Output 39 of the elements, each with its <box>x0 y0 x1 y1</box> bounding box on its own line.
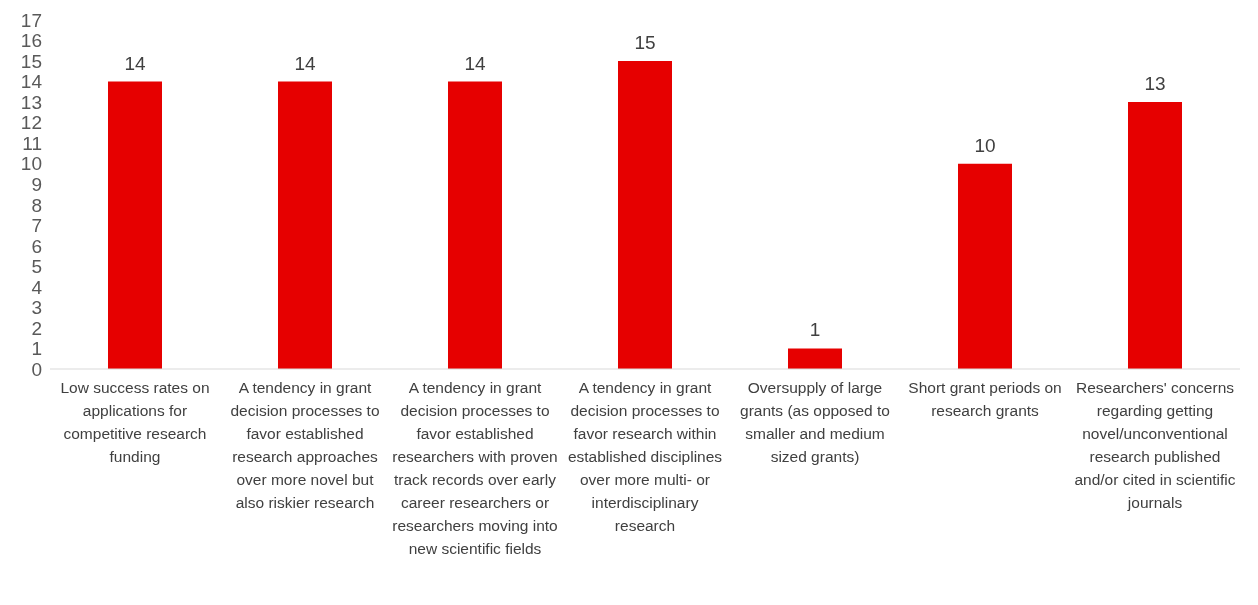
y-tick-label: 7 <box>31 215 42 237</box>
bar <box>618 61 672 369</box>
y-tick-label: 3 <box>31 297 42 319</box>
x-tick-label: A tendency in grant decision processes to favor research within established disciplines over more multi- or interdisciplinary research <box>567 379 723 534</box>
y-tick-label: 2 <box>31 317 42 339</box>
x-tick-label: Short grant periods on research grants <box>908 379 1062 419</box>
bar <box>448 81 502 369</box>
data-label: 14 <box>124 52 146 74</box>
y-tick-label: 6 <box>31 235 42 257</box>
data-label: 14 <box>294 52 316 74</box>
data-label: 1 <box>809 319 821 341</box>
y-tick-label: 15 <box>20 50 42 72</box>
data-label: 14 <box>464 52 486 74</box>
bar <box>108 81 162 369</box>
y-tick-label: 16 <box>20 30 42 52</box>
y-tick-label: 17 <box>20 9 42 31</box>
data-label: 10 <box>974 134 996 156</box>
y-tick-label: 9 <box>31 173 42 195</box>
x-tick-label: A tendency in grant decision processes to favor established research approaches over more novel but also riskier research <box>230 379 380 511</box>
y-tick-label: 14 <box>20 71 43 93</box>
x-tick-label: Low success rates on applications for competitive research funding <box>60 379 210 465</box>
y-tick-label: 8 <box>31 194 42 216</box>
x-tick-label: Researchers' concerns regarding getting novel/unconventional research published and/or cited in scientific journals <box>1074 379 1236 511</box>
y-tick-label: 13 <box>20 91 42 113</box>
bar <box>1128 102 1182 369</box>
data-label: 13 <box>1144 73 1166 95</box>
x-tick-label: A tendency in grant decision processes to favor established researchers with proven track records over early career researchers or researchers moving into new scientific fields <box>392 379 558 557</box>
bar <box>278 81 332 369</box>
y-tick-label: 5 <box>31 256 42 278</box>
x-tick-label: Oversupply of large grants (as opposed to smaller and medium sized grants) <box>740 379 890 465</box>
y-tick-label: 12 <box>20 112 42 134</box>
y-tick-label: 10 <box>20 153 42 175</box>
y-tick-label: 4 <box>31 276 43 298</box>
data-label: 15 <box>634 32 656 54</box>
y-tick-label: 11 <box>22 132 42 154</box>
y-tick-label: 1 <box>31 338 42 360</box>
bar <box>958 163 1012 369</box>
bar <box>788 348 842 369</box>
y-tick-label: 0 <box>31 358 42 380</box>
